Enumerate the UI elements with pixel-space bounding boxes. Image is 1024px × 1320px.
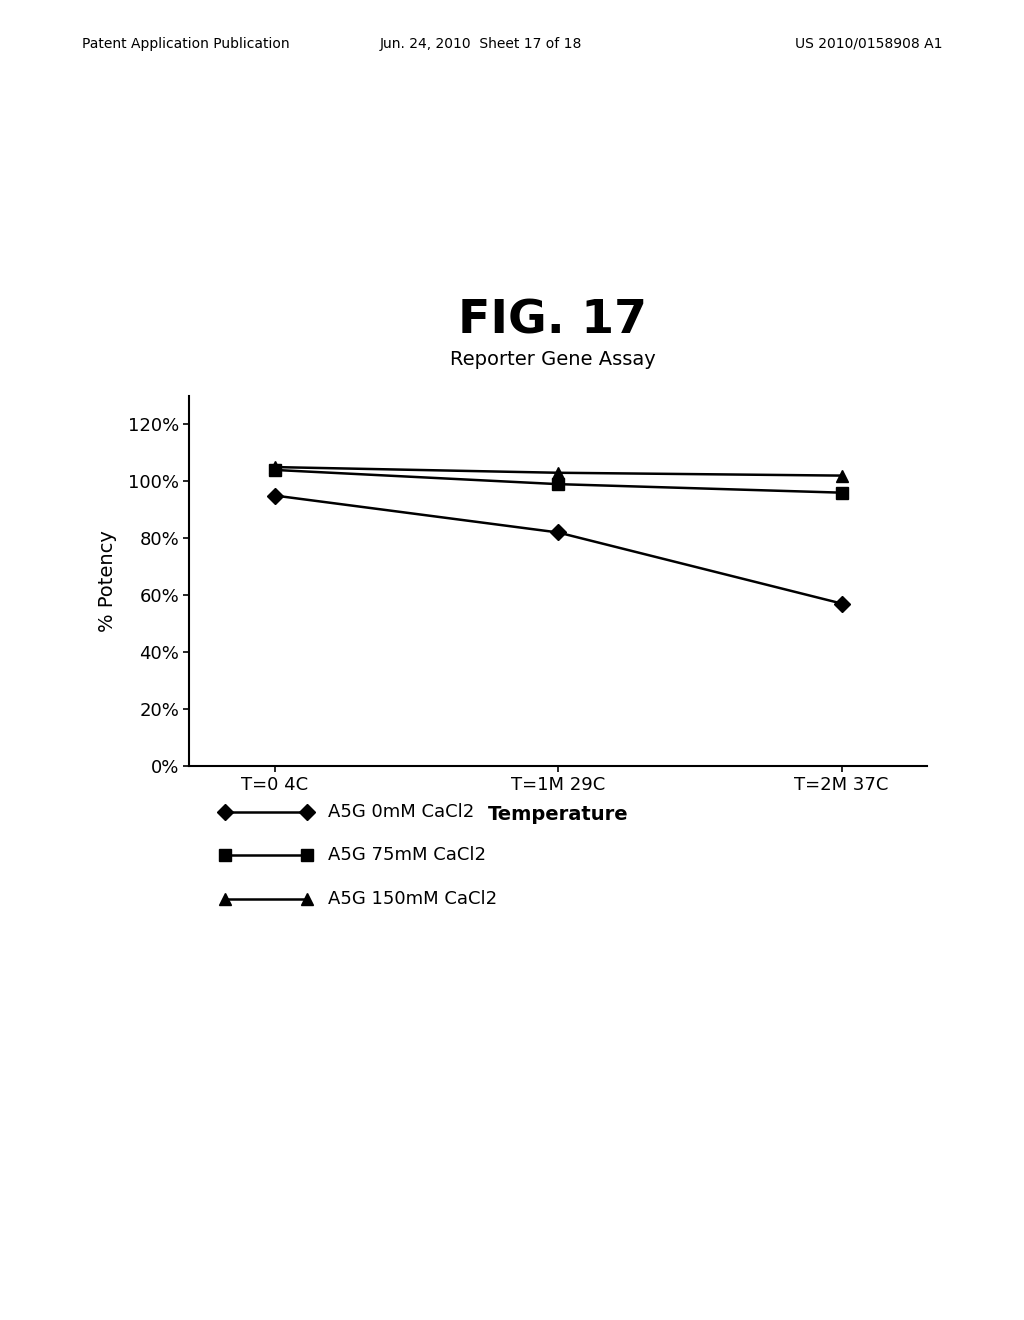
Text: A5G 75mM CaCl2: A5G 75mM CaCl2 (328, 846, 485, 865)
X-axis label: Temperature: Temperature (487, 805, 629, 824)
Text: A5G 150mM CaCl2: A5G 150mM CaCl2 (328, 890, 497, 908)
Text: Patent Application Publication: Patent Application Publication (82, 37, 290, 51)
Text: A5G 0mM CaCl2: A5G 0mM CaCl2 (328, 803, 474, 821)
Text: FIG. 17: FIG. 17 (459, 298, 647, 343)
Y-axis label: % Potency: % Potency (97, 529, 117, 632)
Text: Reporter Gene Assay: Reporter Gene Assay (451, 350, 655, 368)
Text: Jun. 24, 2010  Sheet 17 of 18: Jun. 24, 2010 Sheet 17 of 18 (380, 37, 583, 51)
Text: US 2010/0158908 A1: US 2010/0158908 A1 (795, 37, 942, 51)
